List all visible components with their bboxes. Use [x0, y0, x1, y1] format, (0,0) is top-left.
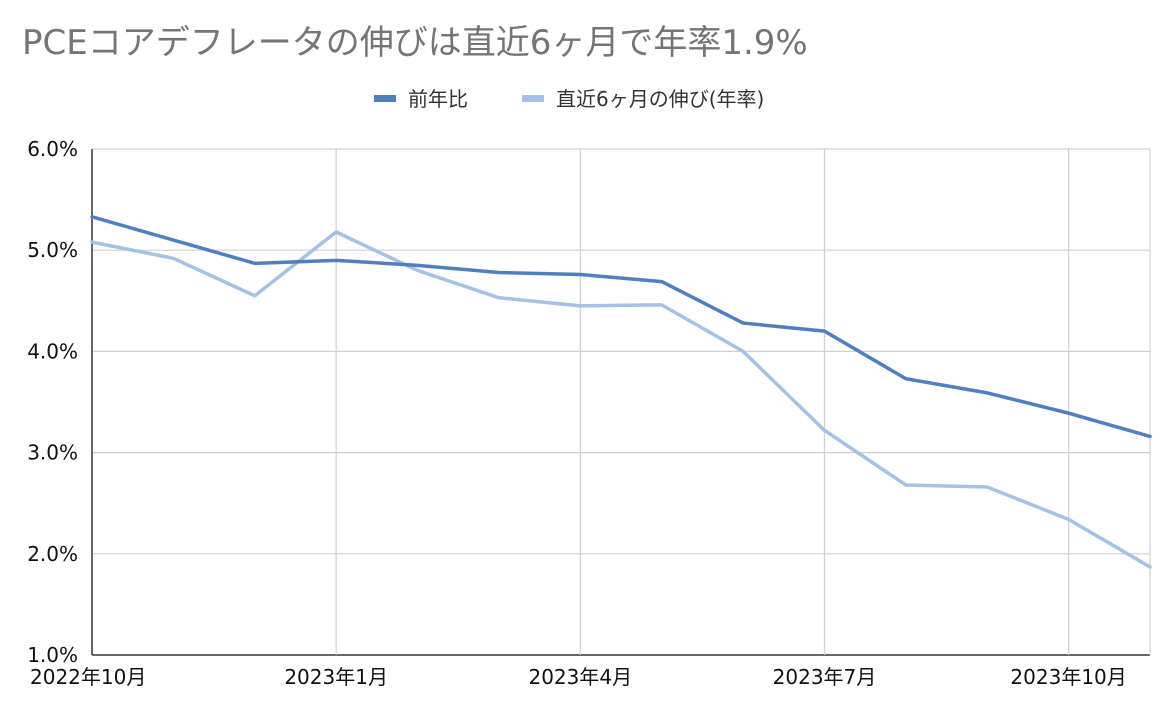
x-tick-label: 2023年4月 [528, 665, 632, 689]
series-line-6m-annualized [92, 232, 1150, 567]
legend-label-yoy: 前年比 [408, 87, 468, 111]
y-tick-label: 1.0% [27, 643, 78, 667]
x-tick-label: 2023年10月 [1010, 665, 1126, 689]
y-tick-label: 3.0% [27, 441, 78, 465]
x-tick-label: 2022年10月 [30, 665, 146, 689]
vertical-gridlines [92, 149, 1150, 655]
y-tick-label: 4.0% [27, 339, 78, 363]
y-tick-label: 5.0% [27, 238, 78, 262]
horizontal-gridlines [92, 149, 1150, 655]
legend-swatch-6m [522, 95, 544, 102]
y-axis-tick-labels: 1.0% 2.0% 3.0% 4.0% 5.0% 6.0% [27, 137, 78, 667]
x-axis-tick-labels: 2022年10月 2023年1月 2023年4月 2023年7月 2023年10月 [30, 665, 1127, 689]
legend-label-6m: 直近6ヶ月の伸び(年率) [556, 87, 764, 111]
y-tick-label: 2.0% [27, 542, 78, 566]
y-tick-label: 6.0% [27, 137, 78, 161]
chart-title: PCEコアデフレータの伸びは直近6ヶ月で年率1.9% [22, 23, 808, 63]
x-tick-label: 2023年7月 [773, 665, 877, 689]
series-lines [92, 217, 1150, 567]
legend-swatch-yoy [374, 95, 396, 102]
legend: 前年比 直近6ヶ月の伸び(年率) [374, 87, 764, 111]
x-tick-label: 2023年1月 [284, 665, 388, 689]
